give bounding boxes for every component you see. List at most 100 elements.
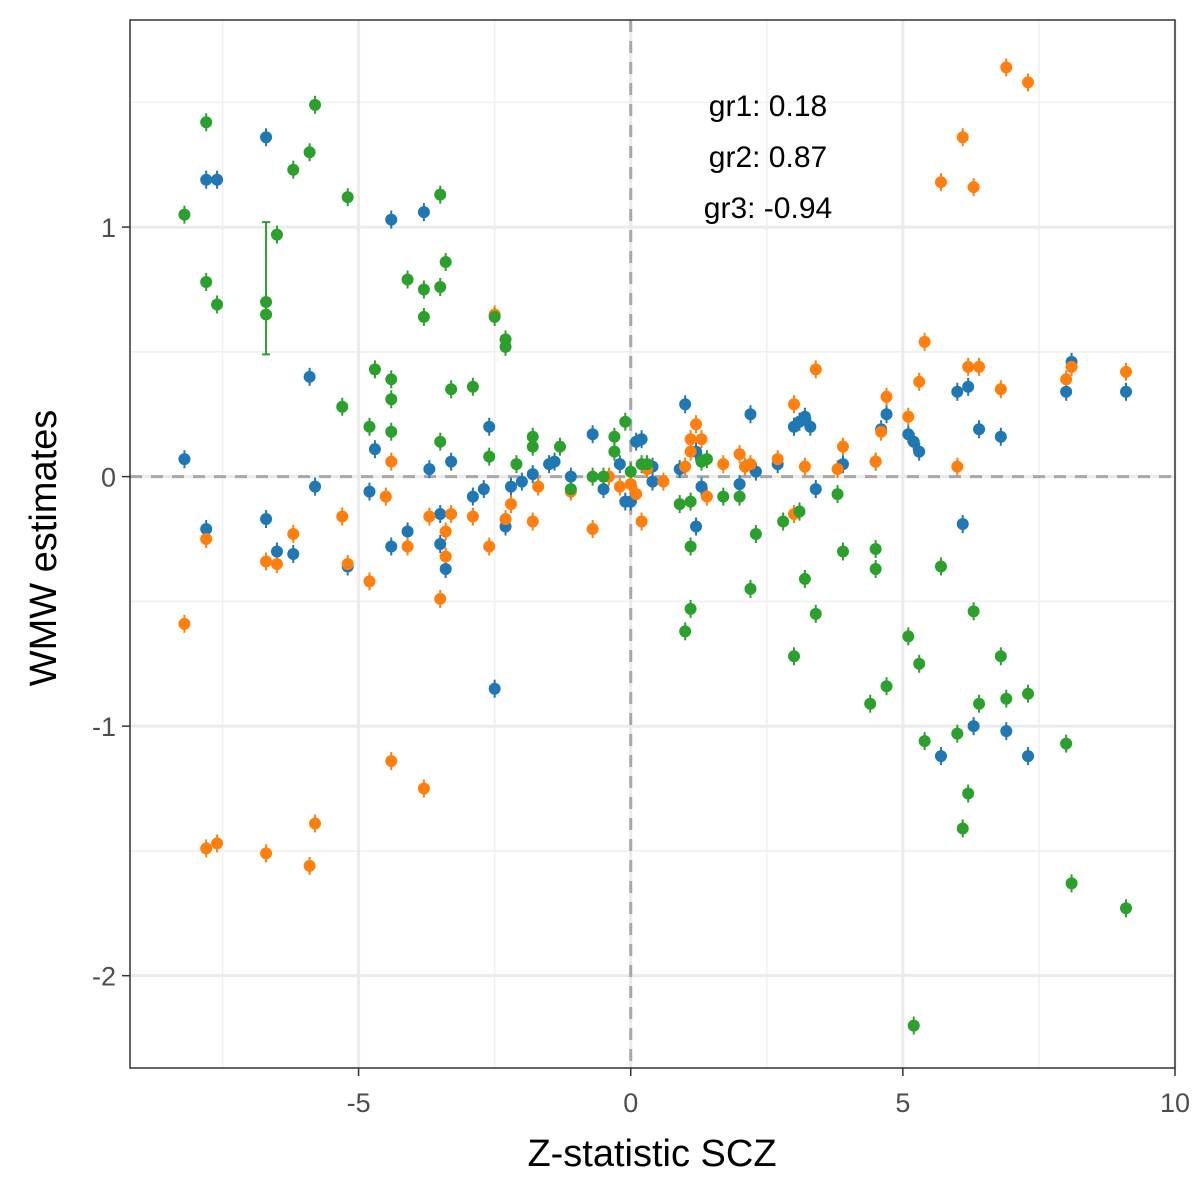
data-point <box>902 410 915 423</box>
data-point <box>488 682 501 695</box>
data-point <box>869 455 882 468</box>
x-tick-label: 0 <box>623 1088 638 1118</box>
data-point <box>483 420 496 433</box>
data-point <box>733 490 746 503</box>
data-point <box>260 847 273 860</box>
data-point <box>1000 61 1013 74</box>
data-point <box>597 470 610 483</box>
data-point <box>211 298 224 311</box>
data-point <box>1060 737 1073 750</box>
data-point <box>309 817 322 830</box>
data-point <box>178 453 191 466</box>
x-axis-ticks: -5 0 5 10 <box>347 1068 1190 1118</box>
data-point <box>951 460 964 473</box>
data-point <box>363 485 376 498</box>
data-point <box>831 488 844 501</box>
data-point <box>488 310 501 323</box>
data-point <box>880 408 893 421</box>
data-point <box>717 458 730 471</box>
data-point <box>679 460 692 473</box>
data-point <box>956 518 969 531</box>
data-point <box>973 697 986 710</box>
data-point <box>178 617 191 630</box>
data-point <box>178 208 191 221</box>
reference-lines <box>130 20 1175 1068</box>
data-point <box>831 463 844 476</box>
data-point <box>1060 385 1073 398</box>
data-point <box>684 445 697 458</box>
data-point <box>994 430 1007 443</box>
data-point <box>956 131 969 144</box>
data-point <box>1065 877 1078 890</box>
data-point <box>434 435 447 448</box>
data-point <box>270 545 283 558</box>
data-point <box>368 363 381 376</box>
data-point <box>1000 692 1013 705</box>
data-point <box>684 540 697 553</box>
plot-panel-border <box>129 19 1176 1069</box>
data-point <box>624 465 637 478</box>
data-point <box>619 415 632 428</box>
data-point <box>200 523 213 536</box>
data-point <box>630 488 643 501</box>
data-point <box>260 555 273 568</box>
data-point <box>1000 725 1013 738</box>
data-point <box>695 480 708 493</box>
data-point <box>260 295 273 308</box>
data-point <box>439 256 452 269</box>
data-point <box>962 360 975 373</box>
data-point <box>586 523 599 536</box>
data-point <box>526 440 539 453</box>
x-tick-label: -5 <box>347 1088 371 1118</box>
x-axis-title: Z-statistic SCZ <box>527 1133 776 1175</box>
data-point <box>586 470 599 483</box>
data-point <box>967 181 980 194</box>
data-point <box>363 575 376 588</box>
data-point <box>423 510 436 523</box>
data-point <box>260 131 273 144</box>
data-point <box>434 508 447 521</box>
data-point <box>875 425 888 438</box>
data-point <box>951 727 964 740</box>
y-tick-label: 1 <box>101 213 116 243</box>
data-point <box>363 420 376 433</box>
data-point <box>211 173 224 186</box>
data-point <box>956 822 969 835</box>
data-point <box>864 697 877 710</box>
data-point <box>744 458 757 471</box>
data-point <box>309 480 322 493</box>
data-point <box>385 455 398 468</box>
data-point <box>368 443 381 456</box>
data-point <box>434 592 447 605</box>
data-point <box>200 533 213 546</box>
data-point <box>913 657 926 670</box>
data-point <box>287 528 300 541</box>
data-point <box>962 787 975 800</box>
data-point <box>303 146 316 159</box>
data-point <box>641 458 654 471</box>
data-point <box>646 475 659 488</box>
correlation-annotation: gr2: 0.87 <box>709 141 827 174</box>
data-point <box>608 430 621 443</box>
y-tick-label: -2 <box>92 962 116 992</box>
data-point <box>967 720 980 733</box>
data-point <box>477 483 490 496</box>
data-point <box>684 602 697 615</box>
data-point <box>526 430 539 443</box>
data-point <box>673 498 686 511</box>
data-point <box>657 475 670 488</box>
data-point <box>483 450 496 463</box>
grid-lines <box>130 20 1177 1068</box>
data-point <box>918 735 931 748</box>
data-point <box>586 428 599 441</box>
data-point <box>951 385 964 398</box>
data-point <box>1065 360 1078 373</box>
data-point <box>504 498 517 511</box>
data-point <box>401 540 414 553</box>
data-point <box>309 98 322 111</box>
data-point <box>798 572 811 585</box>
data-point <box>434 188 447 201</box>
data-point <box>423 463 436 476</box>
data-point <box>434 280 447 293</box>
data-point <box>260 308 273 321</box>
